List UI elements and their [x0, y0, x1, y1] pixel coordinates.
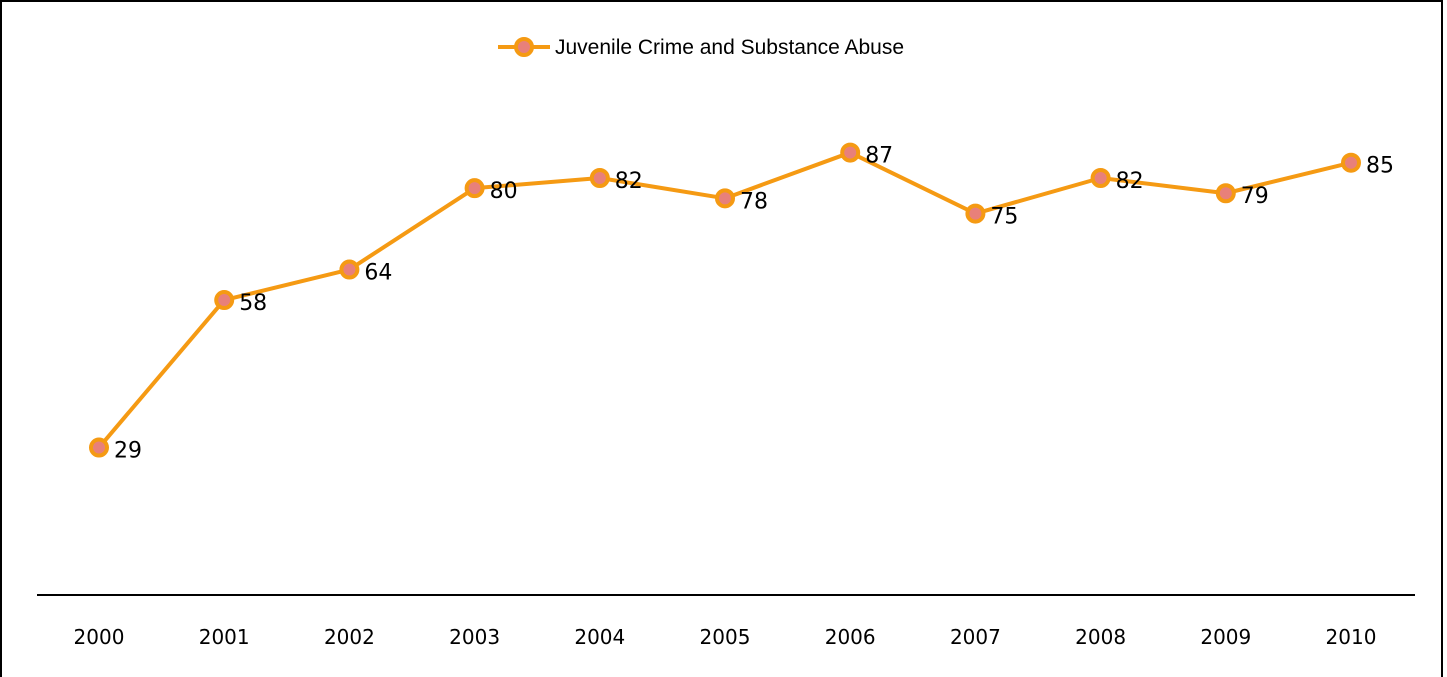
data-label: 87: [865, 144, 893, 169]
data-label: 29: [114, 439, 142, 464]
data-label: 85: [1366, 154, 1394, 179]
data-label: 80: [490, 179, 518, 204]
x-tick-label: 2006: [825, 625, 876, 649]
data-label: 79: [1241, 184, 1269, 209]
x-tick-label: 2003: [449, 625, 500, 649]
data-point-marker: [464, 178, 485, 199]
data-label: 78: [740, 189, 768, 214]
data-point-marker: [1341, 152, 1361, 173]
x-tick-label: 2000: [74, 625, 125, 649]
data-point-marker: [89, 437, 109, 458]
data-label: 82: [1116, 169, 1144, 194]
data-point-marker: [1215, 183, 1236, 204]
x-axis-tick-labels: 2000 2001 2002 2003 2004 2005 2006 2007 2008 2009…: [74, 625, 1377, 649]
data-point-marker: [214, 290, 235, 311]
x-tick-label: 2010: [1326, 625, 1377, 649]
x-tick-label: 2009: [1200, 625, 1251, 649]
data-point-marker: [965, 203, 986, 224]
x-tick-label: 2002: [324, 625, 375, 649]
data-point-marker: [1090, 167, 1111, 188]
x-tick-label: 2005: [700, 625, 751, 649]
series-markers: [89, 142, 1361, 458]
x-tick-label: 2004: [574, 625, 625, 649]
legend: Juvenile Crime and Substance Abuse: [498, 36, 904, 59]
data-point-marker: [339, 259, 360, 280]
data-point-marker: [840, 142, 861, 163]
data-label: 75: [990, 205, 1018, 230]
data-point-marker: [589, 167, 610, 188]
data-point-marker: [715, 188, 735, 209]
x-tick-label: 2001: [199, 625, 250, 649]
data-label: 64: [364, 261, 392, 286]
data-labels: 29 58 64 80 82 78 87 75 82 79 85: [114, 144, 1394, 464]
legend-label: Juvenile Crime and Substance Abuse: [555, 36, 904, 59]
data-label: 82: [615, 169, 643, 194]
legend-marker-sample: [514, 37, 534, 57]
x-tick-label: 2007: [950, 625, 1001, 649]
x-tick-label: 2008: [1075, 625, 1126, 649]
data-label: 58: [239, 291, 267, 316]
